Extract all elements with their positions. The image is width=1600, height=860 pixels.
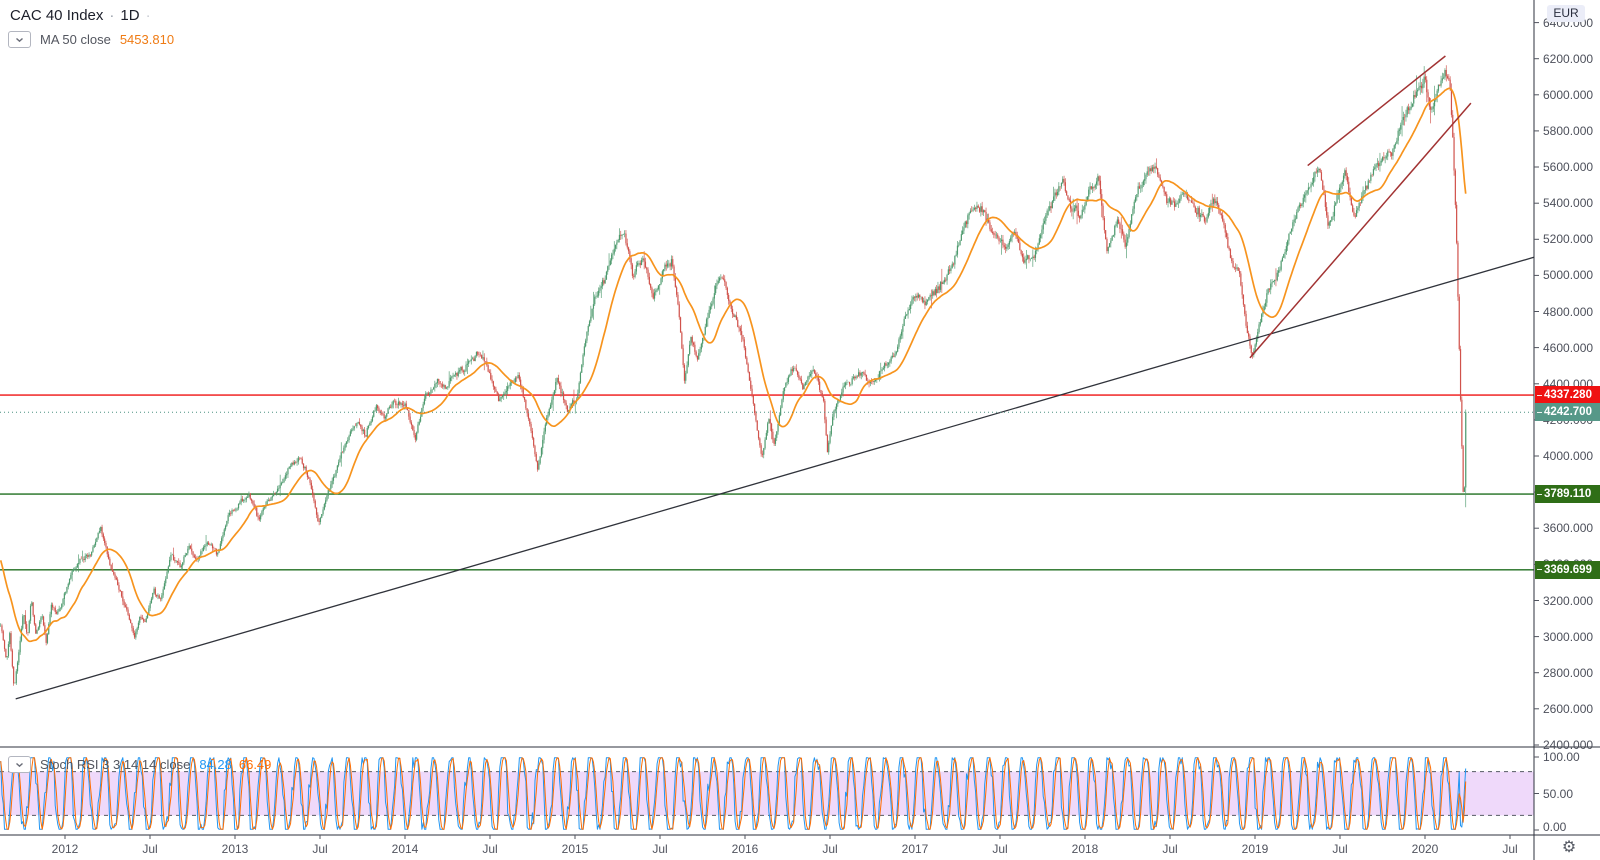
ma-legend-label: MA 50 close	[40, 32, 111, 47]
price-level-tag: 3789.110	[1535, 485, 1600, 504]
stoch-legend-dropdown-button[interactable]	[8, 756, 31, 773]
price-tick-label: 6000.000	[1543, 87, 1594, 102]
symbol-legend: CAC 40 Index · 1D ·	[10, 7, 151, 24]
price-tick-label: 4000.000	[1543, 449, 1594, 463]
time-tick-label: 2016	[731, 842, 759, 856]
time-tick-label: 2018	[1071, 842, 1099, 856]
gear-icon[interactable]: ⚙	[1561, 839, 1577, 856]
stoch-d-value: 66.49	[238, 757, 272, 772]
price-tick-label: 5000.000	[1543, 268, 1594, 283]
time-tick-label: 2012	[51, 842, 79, 856]
price-tick-label: 3000.000	[1543, 629, 1594, 644]
stoch-tick-label: 0.00	[1543, 820, 1567, 834]
time-tick-label: 2020	[1411, 842, 1439, 856]
time-tick-label: 2017	[901, 842, 929, 856]
price-tick-label: 6200.000	[1543, 51, 1594, 66]
price-tick-label: 5200.000	[1543, 232, 1594, 247]
price-axis[interactable]: EUR 6400.000 6200.000 6000.000 5800.000 5600…	[1534, 0, 1600, 835]
currency-badge: EUR	[1547, 5, 1585, 22]
down-candle-bodies	[1, 70, 1464, 684]
ma-50-line	[0, 87, 1467, 643]
stoch-band	[0, 771, 1534, 816]
title-separator-2: ·	[145, 7, 151, 24]
price-tick-label: 5400.000	[1543, 196, 1594, 211]
time-tick-label: Jul	[822, 842, 838, 856]
price-tick-label: 3600.000	[1543, 521, 1594, 536]
up-candle-wicks	[0, 66, 1467, 685]
time-tick-label: Jul	[1162, 842, 1178, 856]
stoch-tick-label: 50.00	[1543, 786, 1574, 801]
price-tick-label: 2800.000	[1543, 665, 1594, 680]
time-tick-label: Jul	[1502, 842, 1518, 856]
time-tick-label: 2013	[221, 842, 249, 856]
stoch-k-line	[0, 757, 1467, 830]
time-tick-label: Jul	[142, 842, 158, 856]
stoch-rsi-legend: Stoch RSI 3 3 14 14 close 84.28 66.49	[8, 756, 278, 773]
price-level-tag: 3369.699	[1535, 560, 1600, 579]
price-tick-label: 5600.000	[1543, 160, 1594, 174]
up-candle-bodies	[6, 70, 1467, 684]
stoch-tick-label: 100.00	[1543, 750, 1580, 764]
ma-legend-value: 5453.810	[119, 32, 175, 47]
price-tick-label: 5800.000	[1543, 123, 1594, 138]
price-level-tag: 4242.700	[1535, 403, 1600, 422]
time-tick-label: 2015	[561, 842, 589, 856]
price-tick-label: 4600.000	[1543, 340, 1594, 355]
chevron-down-icon	[16, 762, 23, 767]
price-tick-label: 3200.000	[1543, 593, 1594, 608]
price-tick-label: 2600.000	[1543, 701, 1594, 716]
time-tick-label: Jul	[482, 842, 498, 856]
ma-legend-dropdown-button[interactable]	[8, 31, 31, 48]
stoch-k-value: 84.28	[199, 757, 232, 772]
time-tick-label: 2014	[391, 842, 419, 856]
stoch-legend-label: Stoch RSI 3 3 14 14 close	[40, 757, 191, 772]
time-tick-label: Jul	[652, 842, 668, 856]
time-tick-label: Jul	[992, 842, 1008, 856]
down-candle-wicks	[1, 65, 1464, 686]
time-tick-label: Jul	[1332, 842, 1348, 856]
interval-label[interactable]: 1D	[120, 7, 140, 24]
symbol-title[interactable]: CAC 40 Index	[10, 7, 104, 24]
stoch-d-line	[0, 757, 1467, 830]
time-axis[interactable]: 2012 Jul 2013 Jul 2014 Jul 2015 Jul 2016 Jul 2017 J…	[0, 835, 1534, 860]
price-tick-label: 4800.000	[1543, 304, 1594, 319]
price-tick-label: 2400.000	[1543, 738, 1594, 752]
price-level-tag: 4337.280	[1535, 386, 1600, 405]
time-tick-label: 2019	[1241, 842, 1269, 856]
title-separator: ·	[109, 7, 115, 24]
ma-legend: MA 50 close 5453.810	[8, 31, 181, 48]
chevron-down-icon	[16, 37, 23, 42]
time-tick-label: Jul	[312, 842, 328, 856]
